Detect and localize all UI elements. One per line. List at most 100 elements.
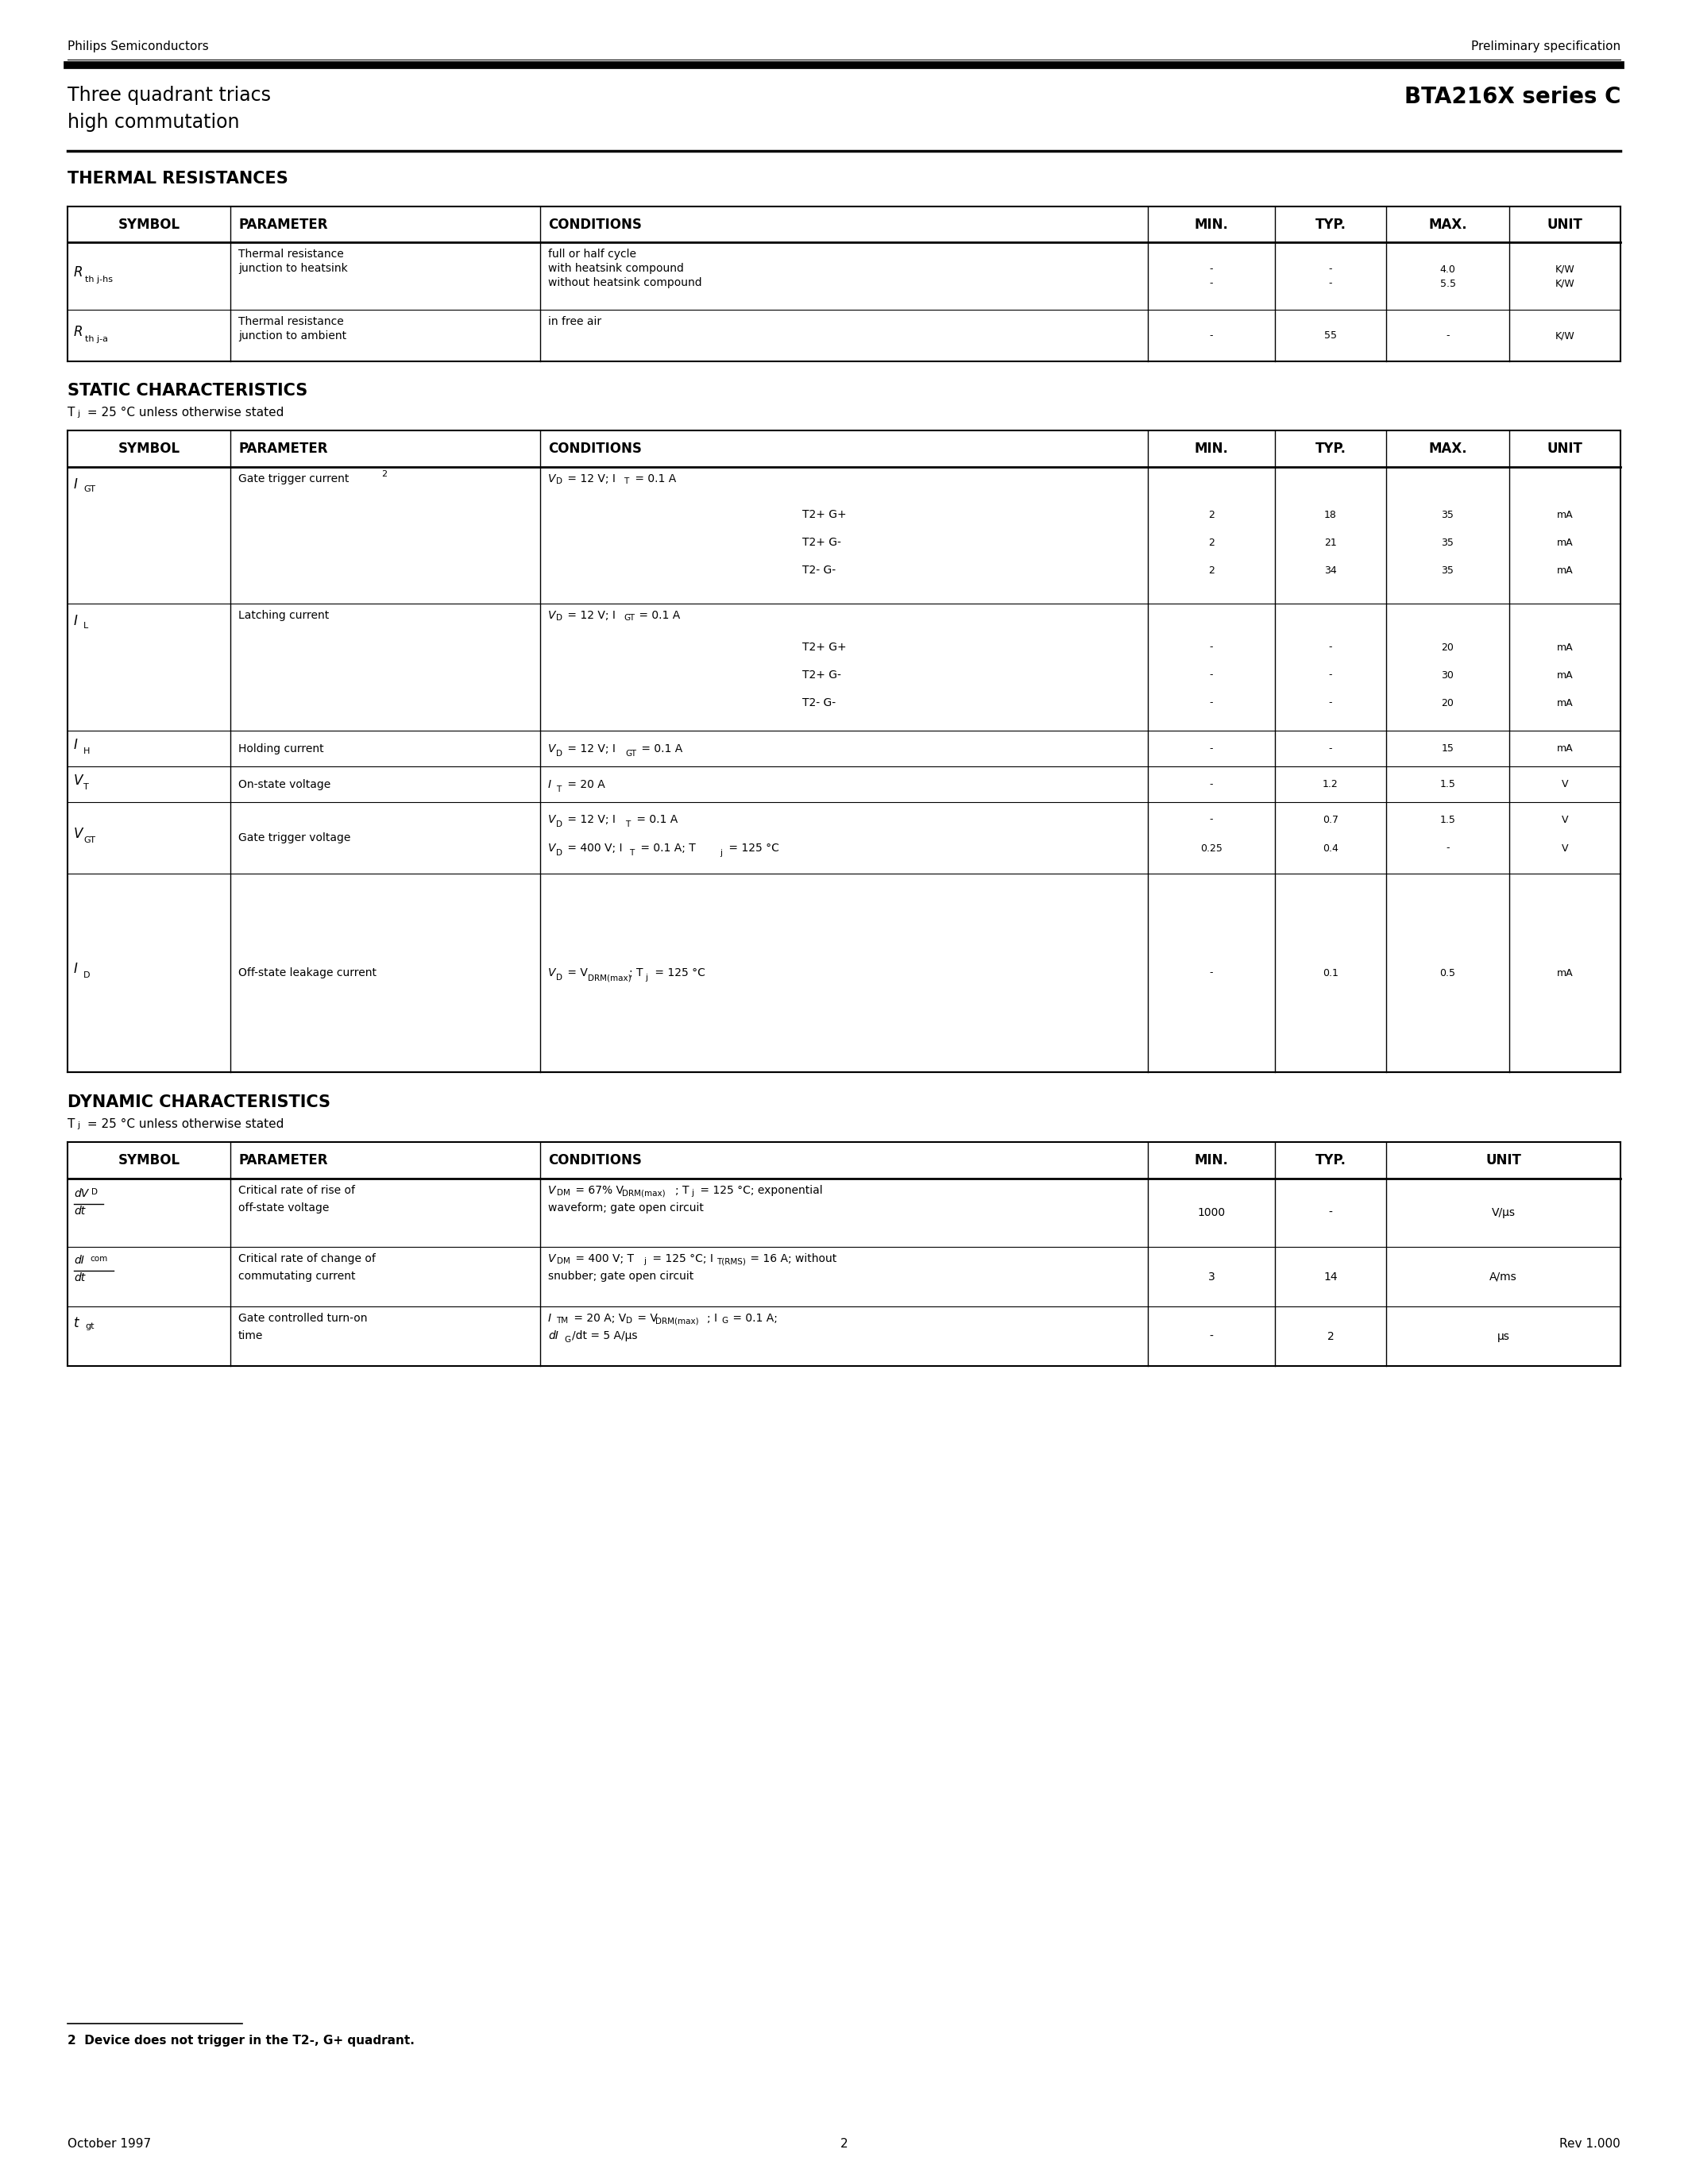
Text: 1.5: 1.5	[1440, 815, 1455, 826]
Text: -: -	[1210, 815, 1214, 826]
Text: Critical rate of change of: Critical rate of change of	[238, 1254, 376, 1265]
Text: V: V	[74, 828, 83, 841]
Text: dI: dI	[549, 1330, 559, 1341]
Text: GT: GT	[623, 614, 635, 622]
Text: -: -	[1328, 743, 1332, 753]
Text: ; T: ; T	[630, 968, 643, 978]
Text: 2: 2	[1209, 566, 1215, 574]
Text: DRM(max): DRM(max)	[621, 1188, 665, 1197]
Text: = V: = V	[564, 968, 587, 978]
Text: 1000: 1000	[1197, 1208, 1225, 1219]
Text: MAX.: MAX.	[1428, 216, 1467, 232]
Text: 1.5: 1.5	[1440, 780, 1455, 788]
Text: R: R	[74, 264, 83, 280]
Text: = 12 V; I: = 12 V; I	[564, 474, 616, 485]
Text: -: -	[1210, 642, 1214, 653]
Text: -: -	[1447, 843, 1450, 854]
Text: T: T	[625, 821, 630, 828]
Text: mA: mA	[1556, 566, 1573, 574]
Text: T: T	[623, 478, 628, 485]
Text: Gate controlled turn-on: Gate controlled turn-on	[238, 1313, 368, 1324]
Text: 0.25: 0.25	[1200, 843, 1222, 854]
Text: T: T	[83, 782, 89, 791]
Text: GT: GT	[83, 836, 95, 845]
Text: V: V	[549, 474, 555, 485]
Text: full or half cycle: full or half cycle	[549, 249, 636, 260]
Text: time: time	[238, 1330, 263, 1341]
Text: TYP.: TYP.	[1315, 1153, 1345, 1168]
Text: V: V	[549, 1186, 555, 1197]
Text: high commutation: high commutation	[68, 114, 240, 131]
Text: j: j	[690, 1188, 694, 1197]
Text: 5.5: 5.5	[1440, 277, 1455, 288]
Text: I: I	[74, 478, 78, 491]
Text: = 20 A: = 20 A	[564, 780, 604, 791]
Text: 55: 55	[1323, 330, 1337, 341]
Text: Thermal resistance: Thermal resistance	[238, 317, 344, 328]
Text: D: D	[555, 614, 562, 622]
Text: waveform; gate open circuit: waveform; gate open circuit	[549, 1203, 704, 1214]
Text: T: T	[68, 406, 74, 419]
Text: Gate trigger voltage: Gate trigger voltage	[238, 832, 351, 843]
Text: Holding current: Holding current	[238, 743, 324, 753]
Text: = 12 V; I: = 12 V; I	[564, 609, 616, 620]
Text: T2+ G+: T2+ G+	[802, 509, 846, 520]
Text: commutating current: commutating current	[238, 1271, 356, 1282]
Text: K/W: K/W	[1555, 330, 1575, 341]
Text: PARAMETER: PARAMETER	[238, 441, 327, 456]
Text: T: T	[630, 850, 635, 856]
Text: -: -	[1210, 264, 1214, 275]
Text: j: j	[643, 1258, 647, 1265]
Text: UNIT: UNIT	[1546, 441, 1583, 456]
Text: 35: 35	[1442, 509, 1453, 520]
Text: CONDITIONS: CONDITIONS	[549, 441, 641, 456]
Text: T2- G-: T2- G-	[802, 697, 836, 708]
Text: V: V	[74, 773, 83, 788]
Text: PARAMETER: PARAMETER	[238, 1153, 327, 1168]
Text: G: G	[721, 1317, 728, 1326]
Text: 18: 18	[1323, 509, 1337, 520]
Text: Philips Semiconductors: Philips Semiconductors	[68, 39, 209, 52]
Text: Rev 1.000: Rev 1.000	[1560, 2138, 1620, 2151]
Text: D: D	[626, 1317, 633, 1326]
Text: th j-hs: th j-hs	[84, 275, 113, 284]
Text: in free air: in free air	[549, 317, 601, 328]
Text: dt: dt	[74, 1206, 84, 1216]
Text: 0.1: 0.1	[1323, 968, 1339, 978]
Text: D: D	[555, 478, 562, 485]
Text: Preliminary specification: Preliminary specification	[1470, 39, 1620, 52]
Text: UNIT: UNIT	[1546, 216, 1583, 232]
Text: 2: 2	[1327, 1330, 1334, 1341]
Text: CONDITIONS: CONDITIONS	[549, 1153, 641, 1168]
Text: I: I	[549, 780, 552, 791]
Text: 0.7: 0.7	[1323, 815, 1339, 826]
Text: T2+ G+: T2+ G+	[802, 642, 846, 653]
Text: dV: dV	[74, 1188, 88, 1199]
Text: -: -	[1210, 743, 1214, 753]
Text: 21: 21	[1325, 537, 1337, 548]
Text: = 12 V; I: = 12 V; I	[564, 743, 616, 753]
Text: -: -	[1210, 697, 1214, 708]
Text: I: I	[74, 961, 78, 976]
Text: 35: 35	[1442, 537, 1453, 548]
Text: ; I: ; I	[707, 1313, 717, 1324]
Text: PARAMETER: PARAMETER	[238, 216, 327, 232]
Text: = 0.1 A; T: = 0.1 A; T	[636, 843, 695, 854]
Text: -: -	[1328, 264, 1332, 275]
Text: Gate trigger current: Gate trigger current	[238, 474, 349, 485]
Text: V: V	[549, 743, 555, 753]
Text: October 1997: October 1997	[68, 2138, 150, 2151]
Text: off-state voltage: off-state voltage	[238, 1203, 329, 1214]
Text: gt: gt	[84, 1321, 95, 1330]
Text: L: L	[83, 622, 88, 629]
Text: 35: 35	[1442, 566, 1453, 574]
Text: STATIC CHARACTERISTICS: STATIC CHARACTERISTICS	[68, 382, 307, 400]
Text: T: T	[555, 784, 560, 793]
Text: T(RMS): T(RMS)	[716, 1258, 746, 1265]
Text: mA: mA	[1556, 670, 1573, 679]
Text: = 16 A; without: = 16 A; without	[746, 1254, 837, 1265]
Text: 3: 3	[1209, 1271, 1215, 1282]
Text: j: j	[719, 850, 722, 856]
Text: with heatsink compound: with heatsink compound	[549, 262, 684, 273]
Text: -: -	[1210, 670, 1214, 679]
